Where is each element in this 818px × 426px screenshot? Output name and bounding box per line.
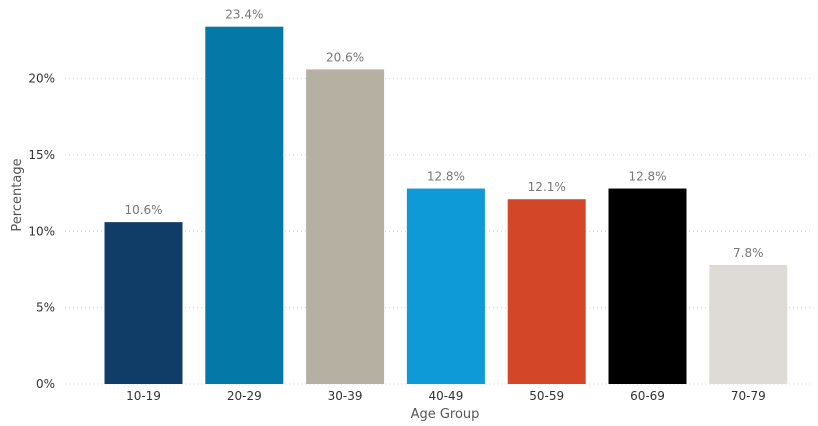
bar-10-19 xyxy=(104,222,183,384)
x-tick-label: 50-59 xyxy=(529,389,564,403)
bar-50-59 xyxy=(507,199,586,384)
data-label: 10.6% xyxy=(124,203,162,217)
data-labels: 10.6% 23.4% 20.6% 12.8% 12.1% 12.8% 7.8% xyxy=(124,8,763,260)
x-tick-label: 70-79 xyxy=(731,389,766,403)
y-tick-label: 0% xyxy=(36,377,55,391)
y-tick-label: 20% xyxy=(28,72,55,86)
x-tick-label: 10-19 xyxy=(126,389,161,403)
y-tick-label: 5% xyxy=(36,301,55,315)
bars xyxy=(104,26,788,385)
data-label: 12.8% xyxy=(427,170,465,184)
x-tick-label: 30-39 xyxy=(328,389,363,403)
y-tick-label: 15% xyxy=(28,148,55,162)
data-label: 12.8% xyxy=(628,170,666,184)
x-tick-label: 20-29 xyxy=(227,389,262,403)
data-label: 12.1% xyxy=(528,180,566,194)
bar-30-39 xyxy=(306,69,385,385)
bar-40-49 xyxy=(406,188,485,384)
data-label: 23.4% xyxy=(225,8,263,22)
x-tick-label: 40-49 xyxy=(428,389,463,403)
y-tick-label: 10% xyxy=(28,224,55,238)
x-axis-title: Age Group xyxy=(411,407,480,422)
y-axis-title: Percentage xyxy=(10,158,25,231)
x-tick-label: 60-69 xyxy=(630,389,665,403)
bar-70-79 xyxy=(709,264,788,384)
y-axis-ticks: 0% 5% 10% 15% 20% xyxy=(28,72,55,391)
bar-60-69 xyxy=(608,188,687,384)
x-axis-ticks: 10-19 20-29 30-39 40-49 50-59 60-69 70-79 xyxy=(126,389,766,403)
bar-20-29 xyxy=(205,26,284,384)
data-label: 20.6% xyxy=(326,50,364,64)
data-label: 7.8% xyxy=(733,246,764,260)
